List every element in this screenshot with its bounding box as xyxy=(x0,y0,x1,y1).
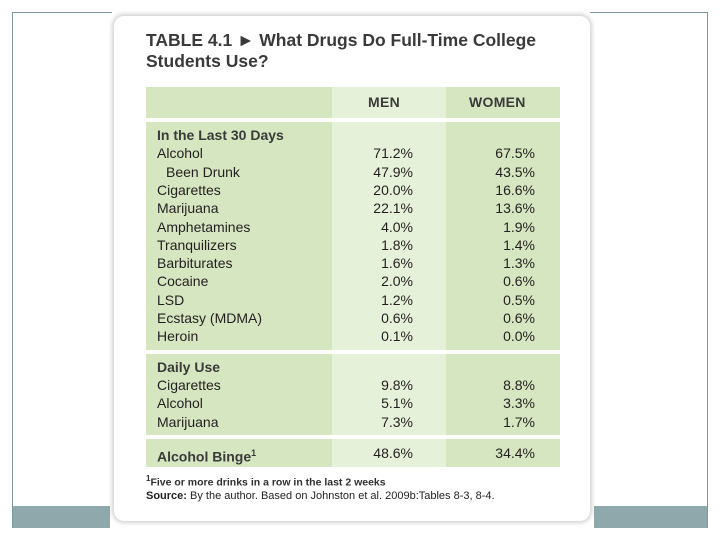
title-line-2: Students Use? xyxy=(146,51,269,71)
table-row: Ecstasy (MDMA) 0.6% 0.6% xyxy=(146,309,560,328)
binge-marker: 1 xyxy=(251,447,257,458)
row-label: Heroin xyxy=(157,328,199,345)
frame-line xyxy=(12,12,13,528)
frame-bar xyxy=(13,506,110,528)
column-header-women: WOMEN xyxy=(469,94,526,110)
column-header-men: MEN xyxy=(368,94,401,110)
table-row: Marijuana 7.3% 1.7% xyxy=(146,413,560,432)
women-value: 13.6% xyxy=(495,200,535,217)
women-value: 67.5% xyxy=(495,145,535,162)
table-row: Amphetamines 4.0% 1.9% xyxy=(146,218,560,237)
title-line-1: TABLE 4.1 ► What Drugs Do Full-Time Coll… xyxy=(146,30,537,50)
table-row: Cigarettes 9.8% 8.8% xyxy=(146,376,560,395)
row-label: Alcohol xyxy=(157,395,203,412)
row-label: Been Drunk xyxy=(166,163,240,180)
source-label: Source: xyxy=(146,490,187,502)
men-value: 71.2% xyxy=(373,145,413,162)
women-value: 0.6% xyxy=(503,310,535,326)
drug-use-table: MEN WOMEN In the Last 30 Days Alcohol 71.2… xyxy=(146,87,560,468)
table-row: Alcohol 5.1% 3.3% xyxy=(146,394,560,413)
section-heading: Daily Use xyxy=(157,358,221,375)
men-value: 9.8% xyxy=(381,376,413,393)
frame-line xyxy=(707,12,708,528)
binge-label: Alcohol Binge1 xyxy=(157,444,256,466)
men-value: 4.0% xyxy=(381,218,413,235)
binge-label-text: Alcohol Binge xyxy=(157,448,252,465)
table-row: Barbiturates 1.6% 1.3% xyxy=(146,254,560,273)
table-row: Marijuana 22.1% 13.6% xyxy=(146,199,560,218)
row-label: Amphetamines xyxy=(157,218,251,235)
men-value: 47.9% xyxy=(373,163,413,180)
row-label: Alcohol xyxy=(157,145,203,162)
women-value: 3.3% xyxy=(503,395,535,412)
table-card: TABLE 4.1 ► What Drugs Do Full-Time Coll… xyxy=(114,16,590,521)
section-band-mid xyxy=(332,122,446,350)
frame-line xyxy=(12,12,112,13)
men-value: 5.1% xyxy=(381,395,413,412)
frame-bar xyxy=(594,506,707,528)
section-heading-row: Daily Use xyxy=(146,358,560,377)
row-label: Cigarettes xyxy=(157,376,221,393)
header-band-mid xyxy=(332,87,446,118)
women-value: 0.5% xyxy=(503,291,535,308)
source-text: By the author. Based on Johnston et al. … xyxy=(186,490,495,502)
men-value: 0.6% xyxy=(381,310,413,326)
row-label: Tranquilizers xyxy=(157,236,237,253)
section-heading: In the Last 30 Days xyxy=(157,127,284,143)
women-value: 16.6% xyxy=(495,181,535,198)
women-value: 1.4% xyxy=(503,236,535,253)
source-line: Source: By the author. Based on Johnston… xyxy=(146,490,495,502)
table-row: Cigarettes 20.0% 16.6% xyxy=(146,181,560,200)
row-label: Marijuana xyxy=(157,413,219,430)
men-value: 48.6% xyxy=(373,444,413,461)
frame-line xyxy=(590,12,708,13)
women-value: 43.5% xyxy=(495,163,535,180)
row-label: Ecstasy (MDMA) xyxy=(157,310,262,326)
men-value: 1.2% xyxy=(381,291,413,308)
table-row: Alcohol 71.2% 67.5% xyxy=(146,144,560,163)
men-value: 1.8% xyxy=(381,236,413,253)
women-value: 0.6% xyxy=(503,273,535,290)
men-value: 7.3% xyxy=(381,413,413,430)
section-heading-row: In the Last 30 Days xyxy=(146,126,560,145)
women-value: 1.7% xyxy=(503,413,535,430)
men-value: 1.6% xyxy=(381,255,413,272)
table-row: Been Drunk 47.9% 43.5% xyxy=(146,163,560,182)
binge-band-mid xyxy=(332,438,446,468)
footnote-marker: 1 xyxy=(146,474,151,483)
women-value: 8.8% xyxy=(503,376,535,393)
row-label: Marijuana xyxy=(157,200,219,217)
table-title: TABLE 4.1 ► What Drugs Do Full-Time Coll… xyxy=(146,30,576,72)
women-value: 0.0% xyxy=(503,328,535,345)
women-value: 1.3% xyxy=(503,255,535,272)
women-value: 34.4% xyxy=(495,444,535,461)
table-row: Heroin 0.1% 0.0% xyxy=(146,327,560,346)
row-label: LSD xyxy=(157,291,185,308)
binge-row: Alcohol Binge1 48.6% 34.4% xyxy=(146,444,560,466)
women-value: 1.9% xyxy=(503,218,535,235)
footnote-text: Five or more drinks in a row in the last… xyxy=(150,476,386,489)
row-label: Cocaine xyxy=(157,273,209,290)
row-label: Cigarettes xyxy=(157,181,221,198)
table-row: Tranquilizers 1.8% 1.4% xyxy=(146,236,560,255)
section-band-mid xyxy=(332,353,446,435)
men-value: 20.0% xyxy=(373,181,413,198)
men-value: 2.0% xyxy=(381,273,413,290)
table-row: Cocaine 2.0% 0.6% xyxy=(146,272,560,291)
men-value: 22.1% xyxy=(373,200,413,217)
men-value: 0.1% xyxy=(381,328,413,345)
table-row: LSD 1.2% 0.5% xyxy=(146,291,560,310)
row-label: Barbiturates xyxy=(157,255,233,272)
footnote: 1Five or more drinks in a row in the las… xyxy=(146,474,386,489)
